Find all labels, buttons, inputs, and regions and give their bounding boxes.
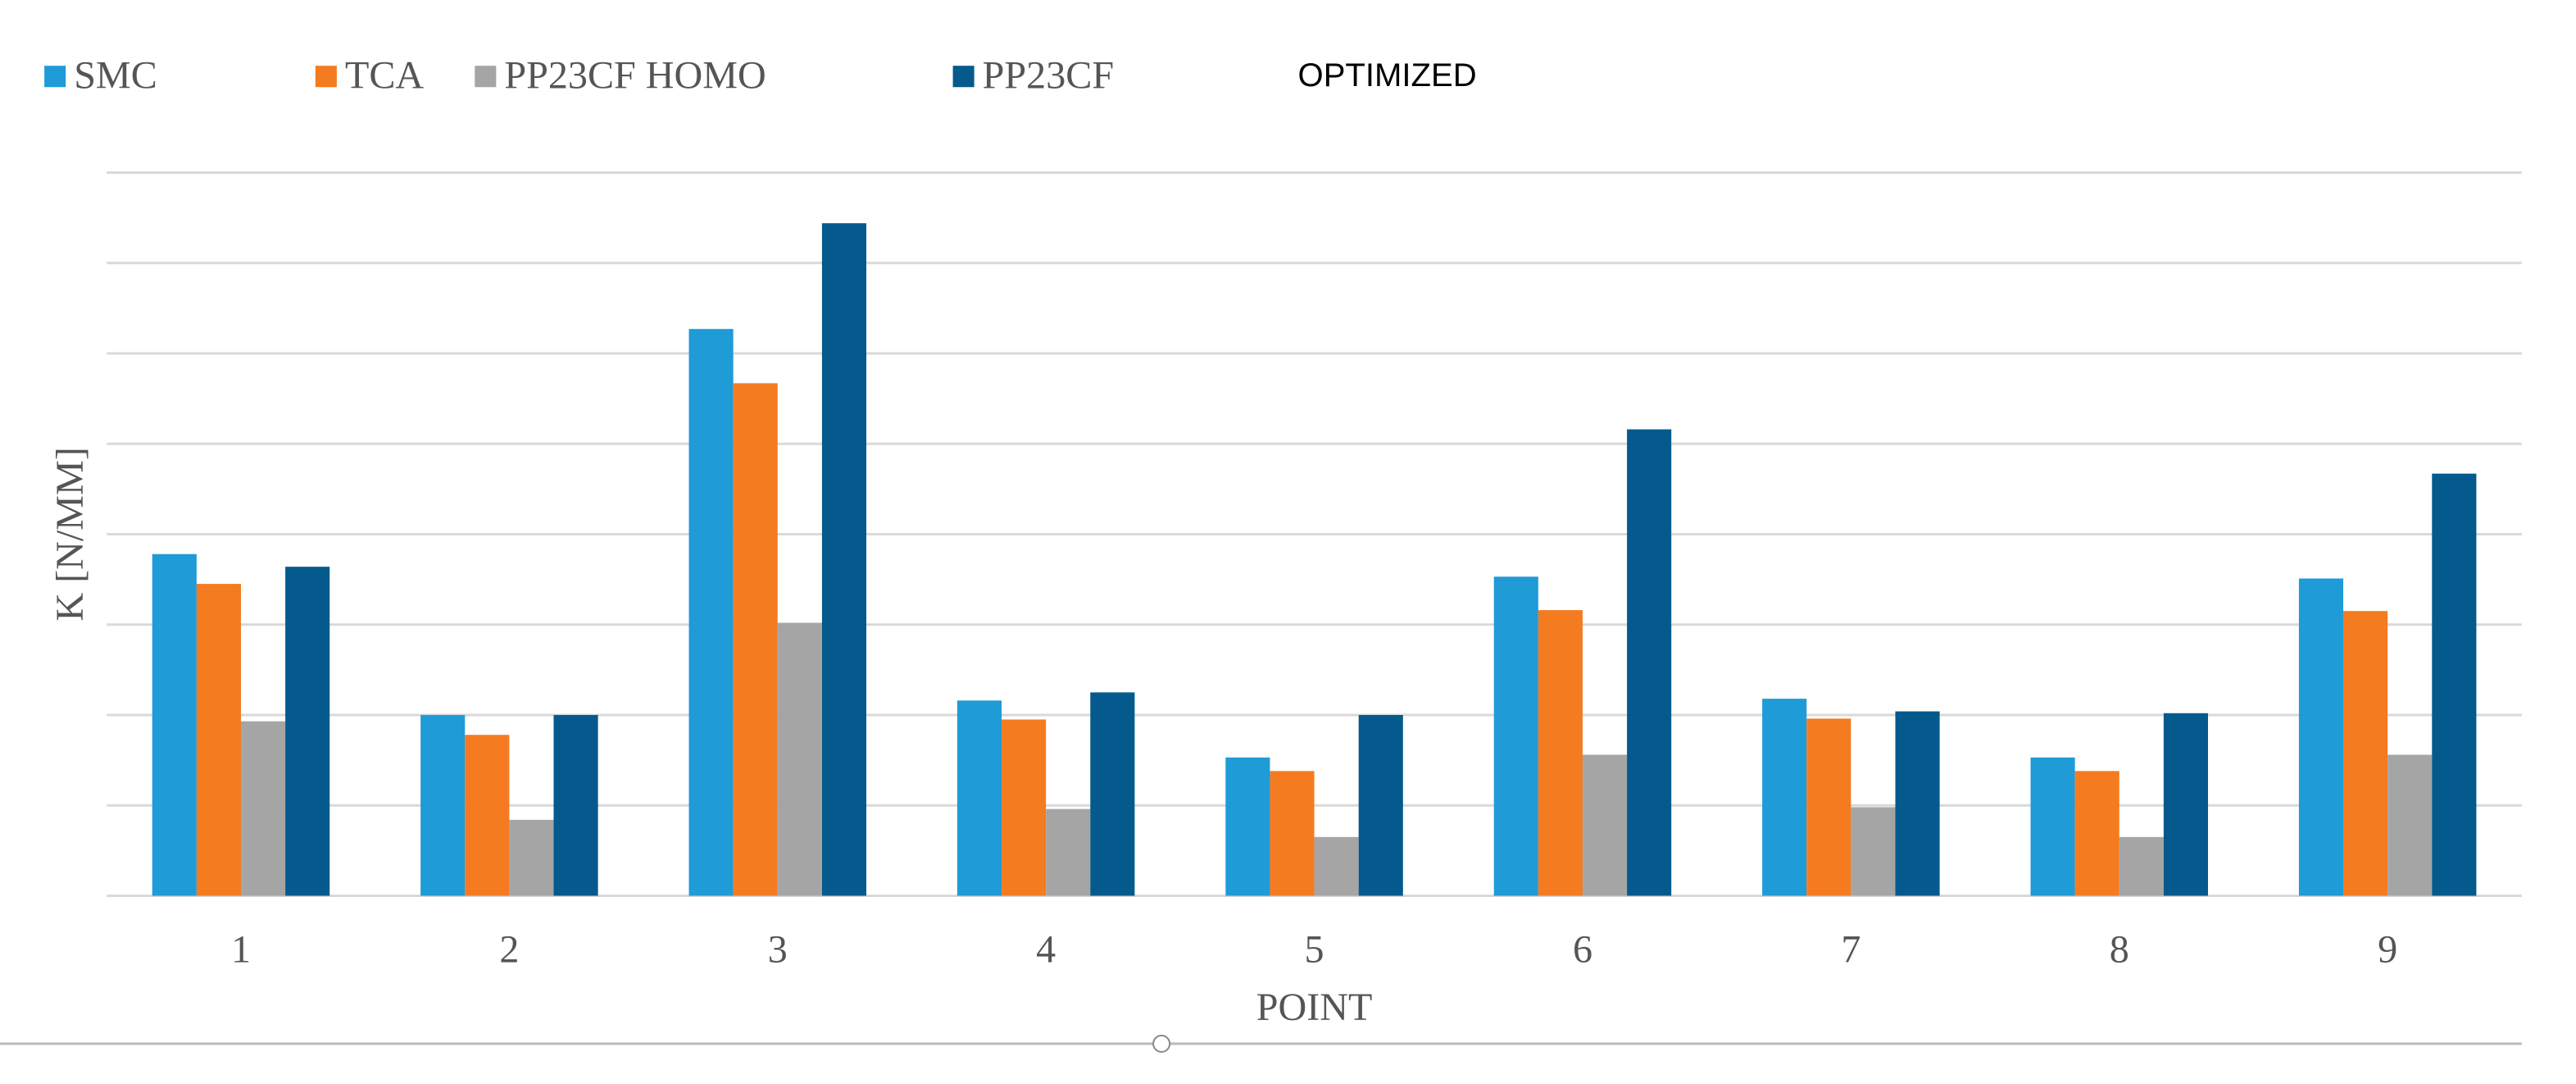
bar	[1314, 836, 1359, 896]
legend-swatch	[475, 66, 497, 88]
bar	[1582, 754, 1628, 896]
bar	[196, 584, 241, 896]
bar	[1002, 719, 1047, 896]
x-tick-label: 1	[231, 928, 251, 972]
bar	[240, 721, 286, 896]
bar	[2163, 713, 2208, 896]
handle	[1152, 1034, 1171, 1053]
bar	[1762, 699, 1807, 896]
x-tick-label: 5	[1305, 928, 1324, 972]
bar	[2298, 578, 2344, 896]
bar	[956, 700, 1002, 896]
x-tick-label: 8	[2110, 928, 2129, 972]
bar	[553, 714, 598, 896]
legend-swatch	[44, 66, 66, 88]
bar	[2074, 771, 2119, 896]
bar	[1225, 757, 1270, 896]
x-tick-label: 6	[1573, 928, 1592, 972]
bar	[2119, 836, 2164, 896]
bar	[777, 622, 822, 896]
bar	[1627, 429, 1672, 896]
bar	[821, 223, 867, 896]
legend-label: PP23CF	[983, 53, 1114, 97]
bar	[465, 735, 510, 896]
bar	[1090, 692, 1135, 896]
bar	[733, 383, 778, 896]
bar	[285, 567, 330, 896]
x-tick-label: 7	[1841, 928, 1860, 972]
bar	[509, 819, 554, 896]
legend-swatch	[952, 66, 975, 88]
bar	[1270, 771, 1315, 896]
x-tick-label: 2	[499, 928, 519, 972]
bar	[1895, 711, 1940, 896]
bar	[688, 329, 734, 896]
bar	[1493, 576, 1538, 896]
legend-swatch	[315, 66, 337, 88]
legend-label: PP23CF HOMO	[504, 53, 766, 97]
y-axis-label: K [N/MM]	[48, 447, 92, 621]
bar	[1046, 808, 1091, 896]
bar	[1358, 714, 1403, 896]
legend-label: SMC	[74, 53, 157, 97]
x-axis-label: POINT	[1256, 986, 1373, 1029]
legend-annotation: OPTIMIZED	[1298, 57, 1477, 93]
bar	[152, 553, 197, 896]
bar	[2030, 757, 2075, 896]
x-tick-label: 9	[2378, 928, 2397, 972]
bar	[1851, 807, 1896, 896]
legend-label: TCA	[345, 53, 424, 97]
bar	[2432, 473, 2477, 896]
bar	[420, 714, 466, 896]
bar	[1538, 610, 1583, 896]
x-tick-label: 3	[768, 928, 788, 972]
bar	[2343, 611, 2388, 896]
x-tick-label: 4	[1036, 928, 1056, 972]
bar	[1806, 718, 1851, 896]
bar	[2387, 754, 2433, 896]
